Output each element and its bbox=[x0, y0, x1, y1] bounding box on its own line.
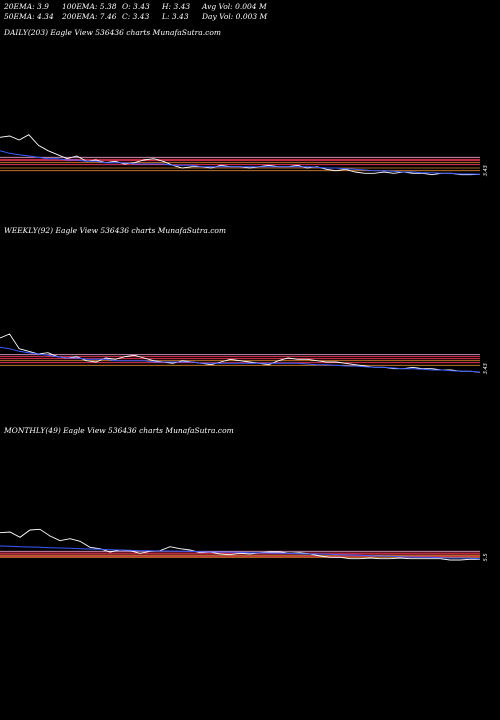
header-open: O: 3.43 bbox=[122, 2, 150, 11]
weekly-ema-line bbox=[0, 346, 481, 373]
header-50ema: 50EMA: 4.34 bbox=[4, 12, 54, 21]
header-day-vol: Day Vol: 0.003 M bbox=[202, 12, 268, 21]
daily-last-price-marker: 3.43 bbox=[483, 165, 489, 176]
header-close: C: 3.43 bbox=[122, 12, 150, 21]
header-100ema: 100EMA: 5.38 bbox=[62, 2, 117, 11]
weekly-last-price-marker: 3.43 bbox=[483, 363, 489, 374]
header-low: L: 3.43 bbox=[162, 12, 189, 21]
daily-ema-line bbox=[0, 150, 481, 175]
header-avg-vol: Avg Vol: 0.004 M bbox=[202, 2, 267, 11]
header-20ema: 20EMA: 3.9 bbox=[4, 2, 49, 11]
monthly-last-price-marker: 5.5 bbox=[483, 553, 489, 561]
weekly-chart-label: WEEKLY(92) Eagle View 536436 charts Muna… bbox=[4, 226, 227, 235]
monthly-price-line bbox=[0, 528, 480, 561]
header-200ema: 200EMA: 7.46 bbox=[62, 12, 117, 21]
weekly-price-line bbox=[0, 333, 481, 373]
monthly-chart-label: MONTHLY(49) Eagle View 536436 charts Mun… bbox=[4, 426, 234, 435]
daily-chart-label: DAILY(203) Eagle View 536436 charts Muna… bbox=[4, 28, 221, 37]
daily-price-line bbox=[0, 134, 481, 176]
header-high: H: 3.43 bbox=[162, 2, 191, 11]
monthly-ema-line bbox=[0, 545, 481, 560]
